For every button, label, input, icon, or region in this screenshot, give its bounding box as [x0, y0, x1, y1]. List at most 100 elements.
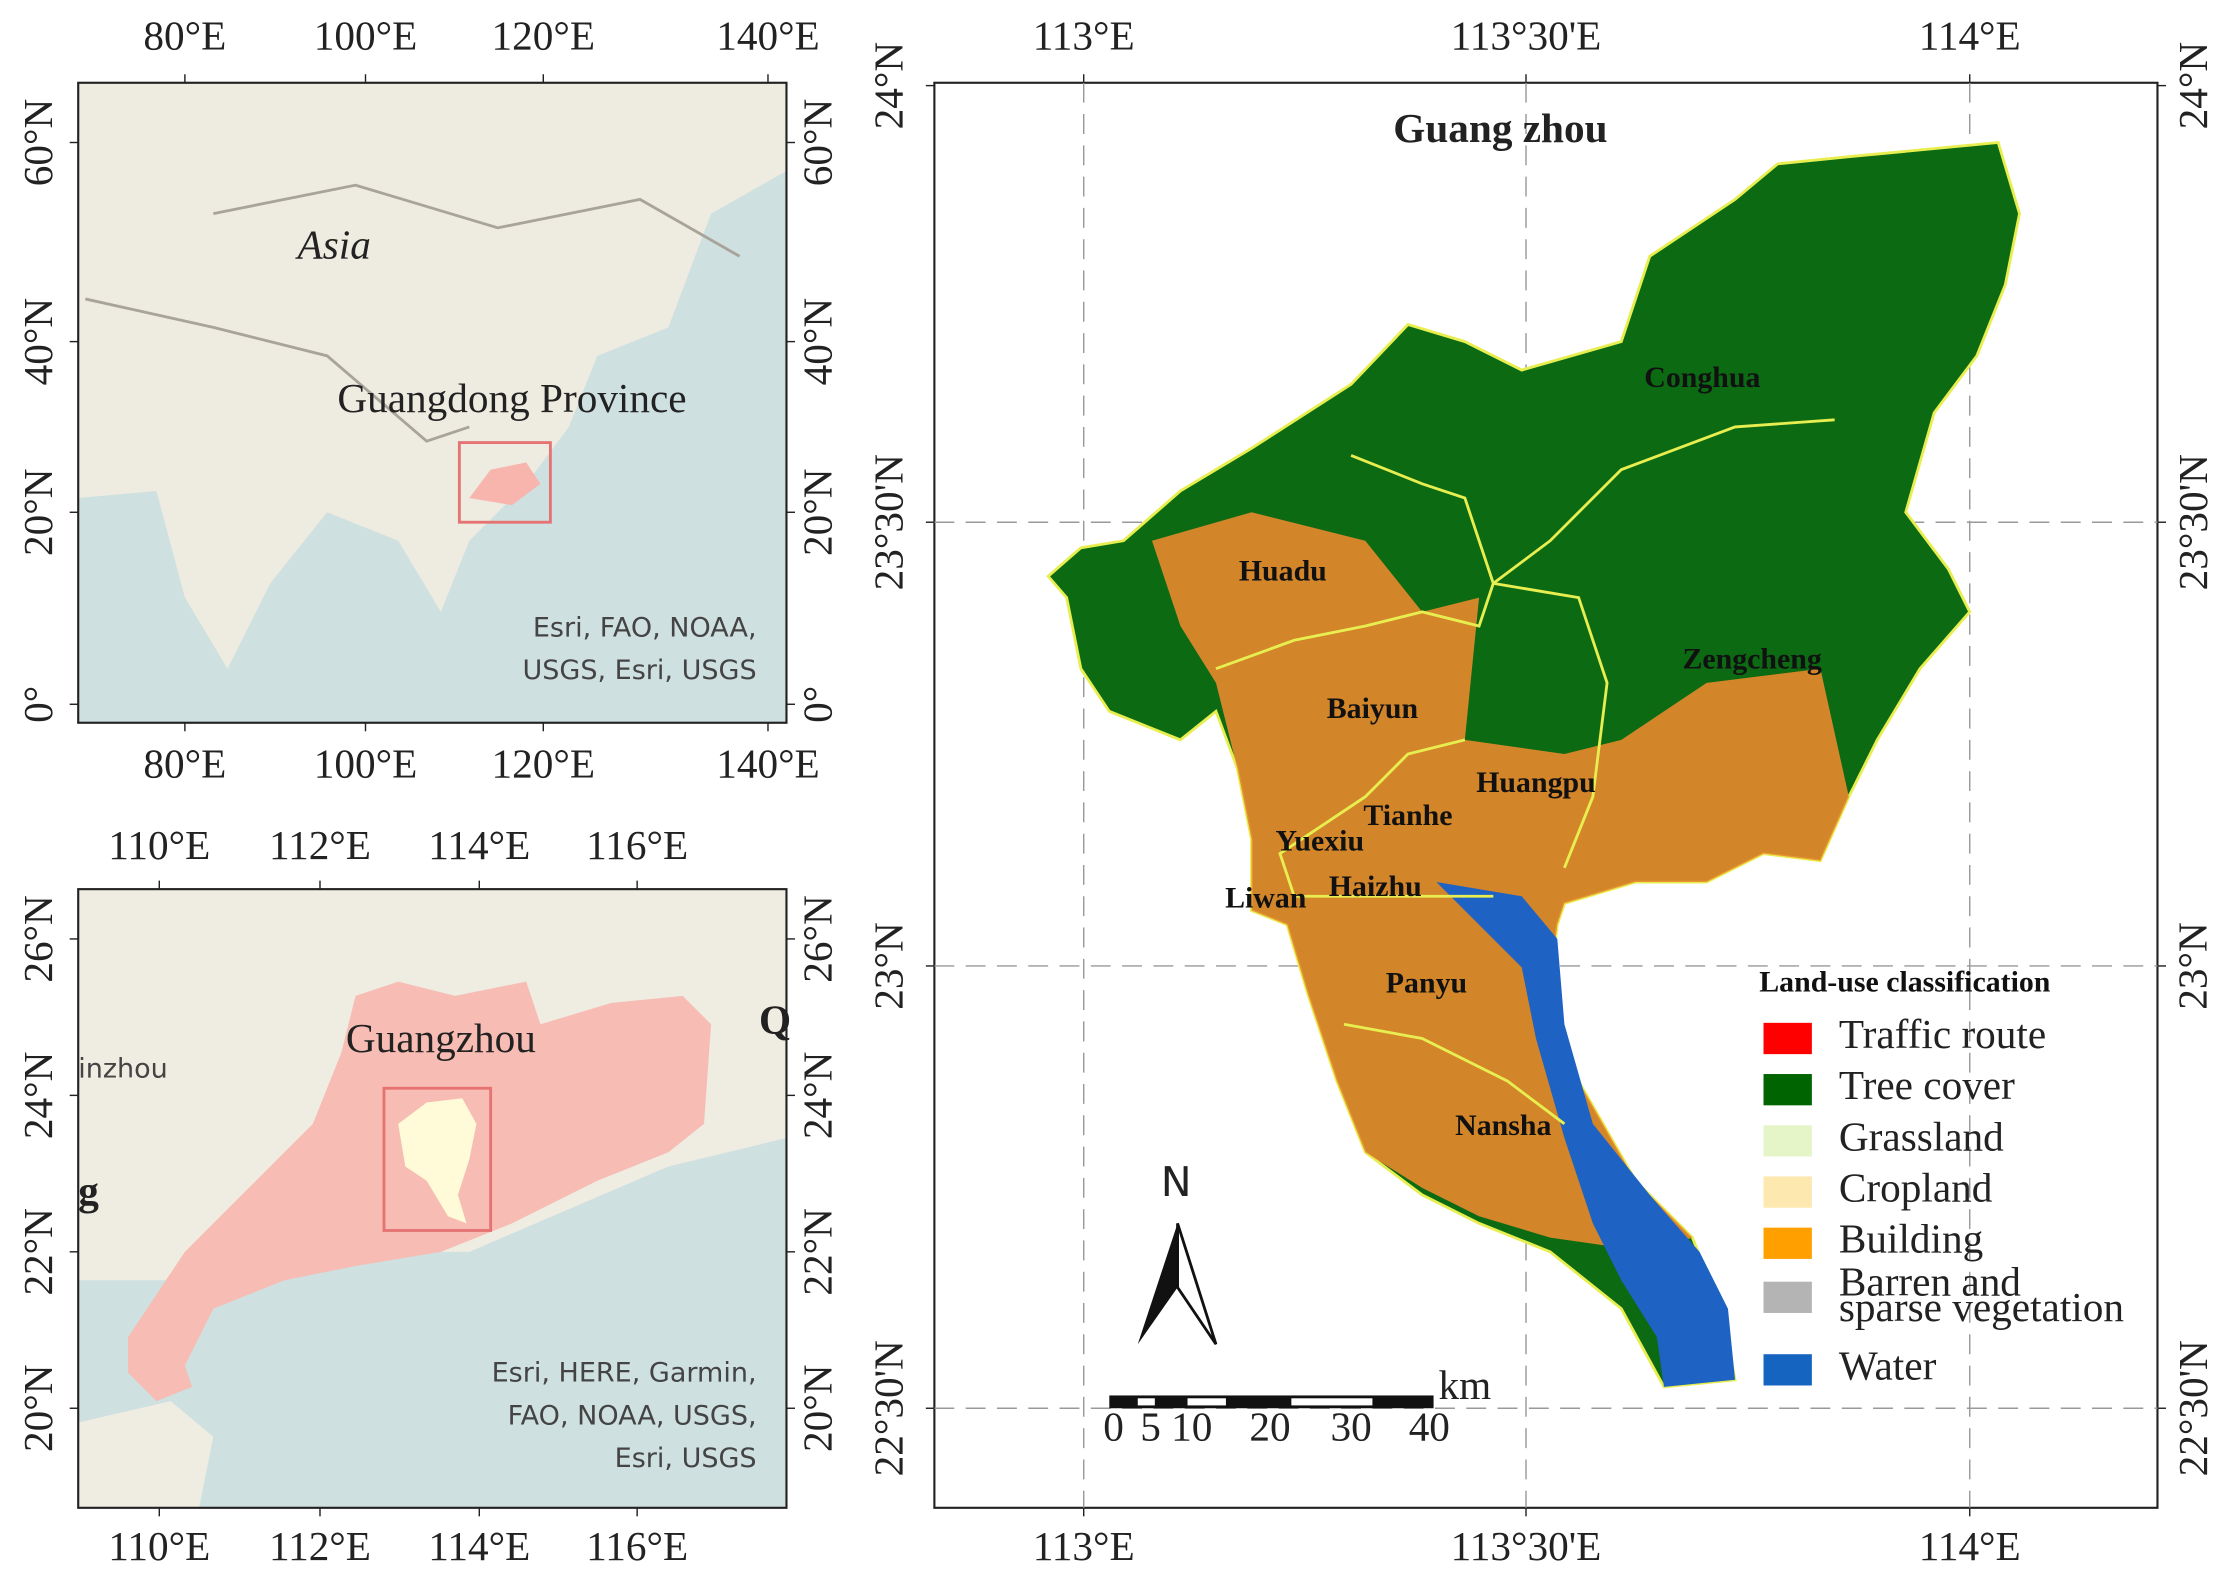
- water: [1436, 882, 1736, 1387]
- sea: [78, 1138, 787, 1508]
- legend-swatch: [1763, 1176, 1812, 1208]
- y-tick-label: 26°N: [15, 895, 61, 983]
- y-tick-label: 20°N: [794, 1364, 840, 1452]
- scale-label: 40: [1409, 1403, 1450, 1449]
- x-tick-label: 113°E: [1033, 1523, 1135, 1569]
- legend-swatch: [1763, 1074, 1812, 1106]
- legend-label: Barren and: [1839, 1258, 2021, 1304]
- scale-bar-segment: [1187, 1398, 1226, 1406]
- x-tick-label: 113°30'E: [1451, 13, 1602, 59]
- y-tick-label: 20°N: [794, 469, 840, 557]
- built-up: [1151, 512, 1849, 1252]
- x-tick-label: 110°E: [108, 1523, 210, 1569]
- province-label: Guangdong Province: [337, 375, 686, 421]
- x-tick-label: 80°E: [143, 741, 226, 787]
- attribution: FAO, NOAA, USGS,: [508, 1400, 757, 1431]
- y-tick-label: 22°30'N: [866, 1340, 912, 1476]
- legend-title: Land-use classification: [1759, 965, 2051, 998]
- y-tick-label: 0°: [794, 686, 840, 723]
- attribution: Esri, HERE, Garmin,: [492, 1358, 757, 1389]
- x-tick-label: 110°E: [108, 822, 210, 868]
- scale-label: 5: [1140, 1403, 1161, 1449]
- y-tick-label: 23°30'N: [866, 454, 912, 590]
- x-tick-label: 140°E: [716, 741, 820, 787]
- legend-label: Building: [1839, 1216, 1983, 1262]
- scale-label: 30: [1330, 1403, 1371, 1449]
- legend-label: Tree cover: [1839, 1062, 2015, 1108]
- legend-swatch: [1763, 1022, 1812, 1055]
- sea: [78, 170, 787, 723]
- y-tick-label: 23°30'N: [2170, 454, 2216, 590]
- highlight-box: [457, 441, 552, 524]
- place-label: Q: [759, 997, 791, 1043]
- y-tick-label: 22°30'N: [2170, 1340, 2216, 1476]
- regional-map: [78, 889, 787, 1508]
- asia-label: Asia: [295, 222, 371, 268]
- island: [78, 1401, 214, 1508]
- legend-swatch: [1763, 1227, 1812, 1259]
- north-label: N: [1161, 1158, 1192, 1206]
- district-label: Nansha: [1455, 1109, 1551, 1142]
- district-borders: [1215, 418, 1835, 1125]
- x-tick-label: 100°E: [314, 741, 418, 787]
- scale-bar-segment: [1137, 1398, 1155, 1406]
- x-tick-label: 114°E: [428, 822, 530, 868]
- place-label: inzhou: [78, 1053, 168, 1084]
- district-label: Baiyun: [1327, 692, 1419, 725]
- map-title: Guang zhou: [1393, 105, 1607, 151]
- frame: [77, 888, 788, 1509]
- district-label: Panyu: [1386, 967, 1467, 1000]
- attribution: Esri, FAO, NOAA,: [533, 612, 757, 643]
- y-tick-label: 26°N: [794, 895, 840, 983]
- legend-label: Cropland: [1839, 1165, 1993, 1211]
- x-tick-label: 114°E: [1919, 1523, 2021, 1569]
- legend-label: Grassland: [1839, 1113, 2004, 1159]
- scale-bar-segment: [1291, 1398, 1373, 1406]
- legend-swatch: [1763, 1354, 1812, 1386]
- x-tick-label: 114°E: [1919, 13, 2021, 59]
- city-label: Guangzhou: [346, 1015, 536, 1061]
- north-arrow: [1176, 1222, 1218, 1346]
- x-tick-label: 80°E: [143, 13, 226, 59]
- frame: [77, 81, 788, 724]
- y-tick-label: 23°N: [866, 922, 912, 1010]
- attribution: Esri, USGS: [615, 1443, 757, 1474]
- y-tick-label: 24°N: [794, 1052, 840, 1140]
- x-tick-label: 100°E: [314, 13, 418, 59]
- y-tick-label: 24°N: [866, 42, 912, 130]
- border: [85, 183, 741, 443]
- district-label: Zengcheng: [1682, 642, 1821, 675]
- x-tick-label: 140°E: [716, 13, 820, 59]
- district-label: Tianhe: [1363, 799, 1452, 832]
- district-label: Huangpu: [1476, 766, 1596, 799]
- district-label: Yuexiu: [1276, 825, 1365, 858]
- x-tick-label: 113°30'E: [1451, 1523, 1602, 1569]
- x-tick-label: 114°E: [428, 1523, 530, 1569]
- legend-swatch: [1763, 1281, 1812, 1313]
- x-tick-label: 112°E: [269, 822, 371, 868]
- scale-unit: km: [1439, 1362, 1492, 1408]
- y-tick-label: 22°N: [794, 1208, 840, 1296]
- y-tick-label: 0°: [15, 686, 61, 723]
- y-tick-label: 22°N: [15, 1208, 61, 1296]
- scale-label: 0: [1103, 1403, 1124, 1449]
- x-tick-label: 112°E: [269, 1523, 371, 1569]
- district-label: Haizhu: [1329, 870, 1422, 903]
- guangzhou: [398, 1098, 477, 1224]
- place-label: g: [78, 1167, 99, 1213]
- district-label: Liwan: [1225, 881, 1307, 914]
- y-tick-label: 24°N: [2170, 42, 2216, 130]
- y-tick-label: 24°N: [15, 1052, 61, 1140]
- y-tick-label: 20°N: [15, 469, 61, 557]
- guangdong: [127, 981, 712, 1402]
- attribution: USGS, Esri, USGS: [522, 655, 756, 686]
- y-tick-label: 40°N: [794, 298, 840, 386]
- y-tick-label: 40°N: [15, 298, 61, 386]
- x-tick-label: 116°E: [586, 1523, 688, 1569]
- district-label: Huadu: [1239, 554, 1327, 587]
- guangdong: [469, 462, 541, 506]
- legend-label: sparse vegetation: [1839, 1284, 2124, 1330]
- legend-label: Traffic route: [1839, 1011, 2046, 1057]
- x-tick-label: 113°E: [1033, 13, 1135, 59]
